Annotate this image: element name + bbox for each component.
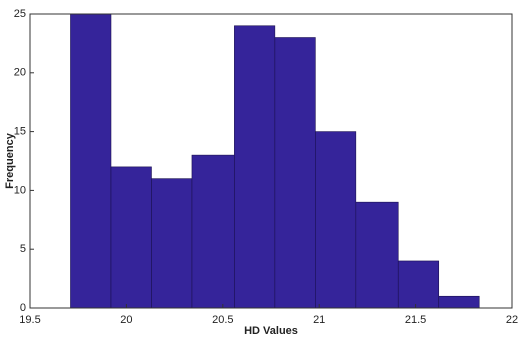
x-tick-label: 20 (120, 314, 132, 326)
x-tick-label: 21 (313, 314, 325, 326)
bar (438, 295, 480, 309)
bar (70, 13, 112, 309)
bar (151, 178, 193, 309)
plot-frame (29, 13, 513, 309)
x-axis-label: HD Values (244, 325, 298, 337)
x-tick-label: 22 (506, 314, 518, 326)
bar (315, 131, 357, 309)
bar (191, 154, 235, 309)
y-tick-label: 0 (20, 302, 26, 314)
y-tick-label: 20 (14, 67, 26, 79)
x-tick-label: 19.5 (19, 314, 40, 326)
y-tick-label: 25 (14, 8, 26, 20)
y-tick-label: 15 (14, 126, 26, 138)
x-tick-label: 21.5 (405, 314, 426, 326)
x-tick-label: 20.5 (212, 314, 233, 326)
bar (274, 37, 316, 309)
y-tick-label: 5 (20, 243, 26, 255)
bar (234, 25, 276, 309)
y-tick-label: 10 (14, 184, 26, 196)
bar (355, 201, 399, 309)
y-axis-label: Frequency (4, 132, 16, 189)
bar (397, 260, 440, 309)
bar (110, 166, 152, 309)
